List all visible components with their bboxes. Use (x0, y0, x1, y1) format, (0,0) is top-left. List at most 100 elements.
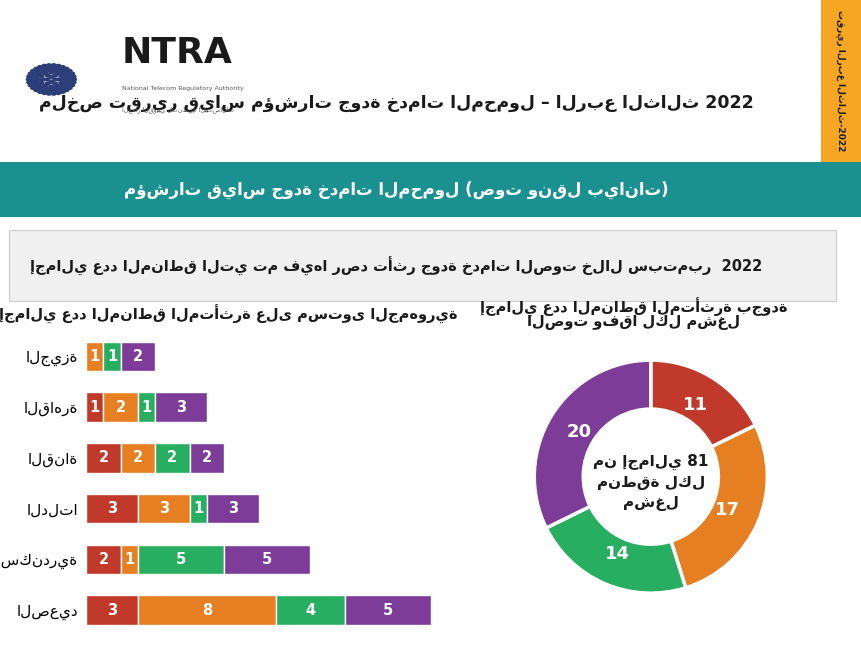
Text: 2: 2 (98, 552, 108, 567)
Circle shape (49, 80, 53, 83)
Circle shape (37, 72, 42, 75)
Circle shape (60, 78, 65, 81)
Bar (138, 545, 224, 574)
Circle shape (52, 92, 56, 95)
Circle shape (60, 91, 65, 93)
Circle shape (38, 91, 42, 93)
Circle shape (41, 78, 46, 81)
Bar (276, 595, 344, 625)
Circle shape (59, 81, 64, 85)
Circle shape (46, 74, 50, 77)
Bar (820, 0, 861, 162)
Circle shape (33, 84, 37, 87)
Text: مؤشرات قياس جودة خدمات المحمول (صوت ونقل بيانات): مؤشرات قياس جودة خدمات المحمول (صوت ونقل… (124, 181, 668, 199)
Bar (103, 342, 121, 371)
Bar (224, 545, 310, 574)
Circle shape (49, 90, 53, 93)
Text: منطقة لكل: منطقة لكل (596, 475, 704, 490)
Circle shape (63, 87, 67, 89)
Text: الجهاز القومي لتنظيم الاتصالات: الجهاز القومي لتنظيم الاتصالات (121, 106, 233, 113)
Circle shape (56, 91, 60, 95)
Circle shape (35, 87, 40, 89)
Circle shape (46, 82, 50, 85)
Text: 2: 2 (133, 450, 143, 465)
Circle shape (67, 70, 72, 72)
Circle shape (42, 91, 46, 95)
Bar (207, 494, 258, 524)
Bar (121, 545, 138, 574)
Circle shape (55, 71, 59, 75)
Text: 14: 14 (604, 545, 629, 563)
Text: 5: 5 (262, 552, 272, 567)
Circle shape (46, 69, 51, 71)
Text: National Telecom Regulatory Authority: National Telecom Regulatory Authority (121, 87, 243, 91)
Circle shape (59, 74, 64, 77)
Circle shape (60, 72, 65, 75)
Circle shape (65, 78, 69, 81)
Circle shape (65, 72, 70, 75)
Circle shape (57, 70, 61, 73)
Bar (0, 162, 861, 217)
Circle shape (71, 81, 76, 84)
Circle shape (27, 75, 31, 78)
Circle shape (34, 81, 40, 84)
Circle shape (68, 78, 72, 81)
Circle shape (52, 69, 56, 71)
Circle shape (65, 68, 69, 70)
Text: الصوت وفقا لكل مشغل: الصوت وفقا لكل مشغل (526, 315, 740, 330)
Circle shape (57, 86, 61, 89)
Circle shape (49, 66, 53, 69)
Circle shape (57, 78, 61, 81)
Circle shape (27, 78, 31, 81)
Circle shape (53, 74, 58, 77)
Text: 3: 3 (176, 400, 186, 414)
Bar (138, 393, 155, 422)
Circle shape (42, 64, 46, 68)
Text: 2: 2 (201, 450, 212, 465)
Text: 5: 5 (176, 552, 186, 567)
Circle shape (40, 74, 44, 77)
Text: ملخص تقرير قياس مؤشرات جودة خدمات المحمول – الربع الثالث 2022: ملخص تقرير قياس مؤشرات جودة خدمات المحمو… (39, 93, 753, 112)
Circle shape (63, 70, 67, 72)
Circle shape (44, 89, 49, 93)
Circle shape (65, 89, 69, 91)
Circle shape (67, 75, 71, 78)
Circle shape (31, 87, 35, 89)
Bar (138, 494, 189, 524)
Wedge shape (670, 425, 766, 588)
Circle shape (41, 86, 46, 89)
Bar (121, 443, 155, 473)
Text: من إجمالي 81: من إجمالي 81 (592, 453, 708, 469)
Bar (138, 595, 276, 625)
Circle shape (46, 64, 51, 67)
Text: 11: 11 (682, 397, 707, 414)
Bar (155, 393, 207, 422)
Wedge shape (534, 360, 650, 528)
Circle shape (44, 66, 49, 70)
Text: 3: 3 (107, 602, 117, 618)
Text: تقرير الربع الثالث-2022: تقرير الربع الثالث-2022 (835, 10, 846, 152)
Bar (86, 393, 103, 422)
Text: إجمالي عدد المناطق المتأثرة على مستوى الجمهورية: إجمالي عدد المناطق المتأثرة على مستوى ال… (0, 305, 457, 324)
Text: 4: 4 (305, 602, 315, 618)
Circle shape (52, 87, 56, 90)
Circle shape (49, 75, 53, 79)
Circle shape (34, 75, 40, 77)
Text: NTRA: NTRA (121, 36, 232, 70)
Circle shape (31, 70, 35, 72)
Circle shape (53, 82, 58, 85)
Circle shape (60, 84, 65, 87)
Bar (344, 595, 430, 625)
Text: 17: 17 (715, 500, 740, 519)
Circle shape (46, 78, 50, 81)
Circle shape (34, 89, 39, 91)
Text: 1: 1 (193, 501, 203, 516)
Wedge shape (650, 360, 754, 447)
Text: 1: 1 (124, 552, 134, 567)
Bar (189, 494, 207, 524)
Circle shape (28, 72, 33, 75)
Text: 1: 1 (107, 349, 117, 364)
Text: 3: 3 (158, 501, 169, 516)
Circle shape (71, 75, 76, 78)
Circle shape (38, 66, 42, 68)
